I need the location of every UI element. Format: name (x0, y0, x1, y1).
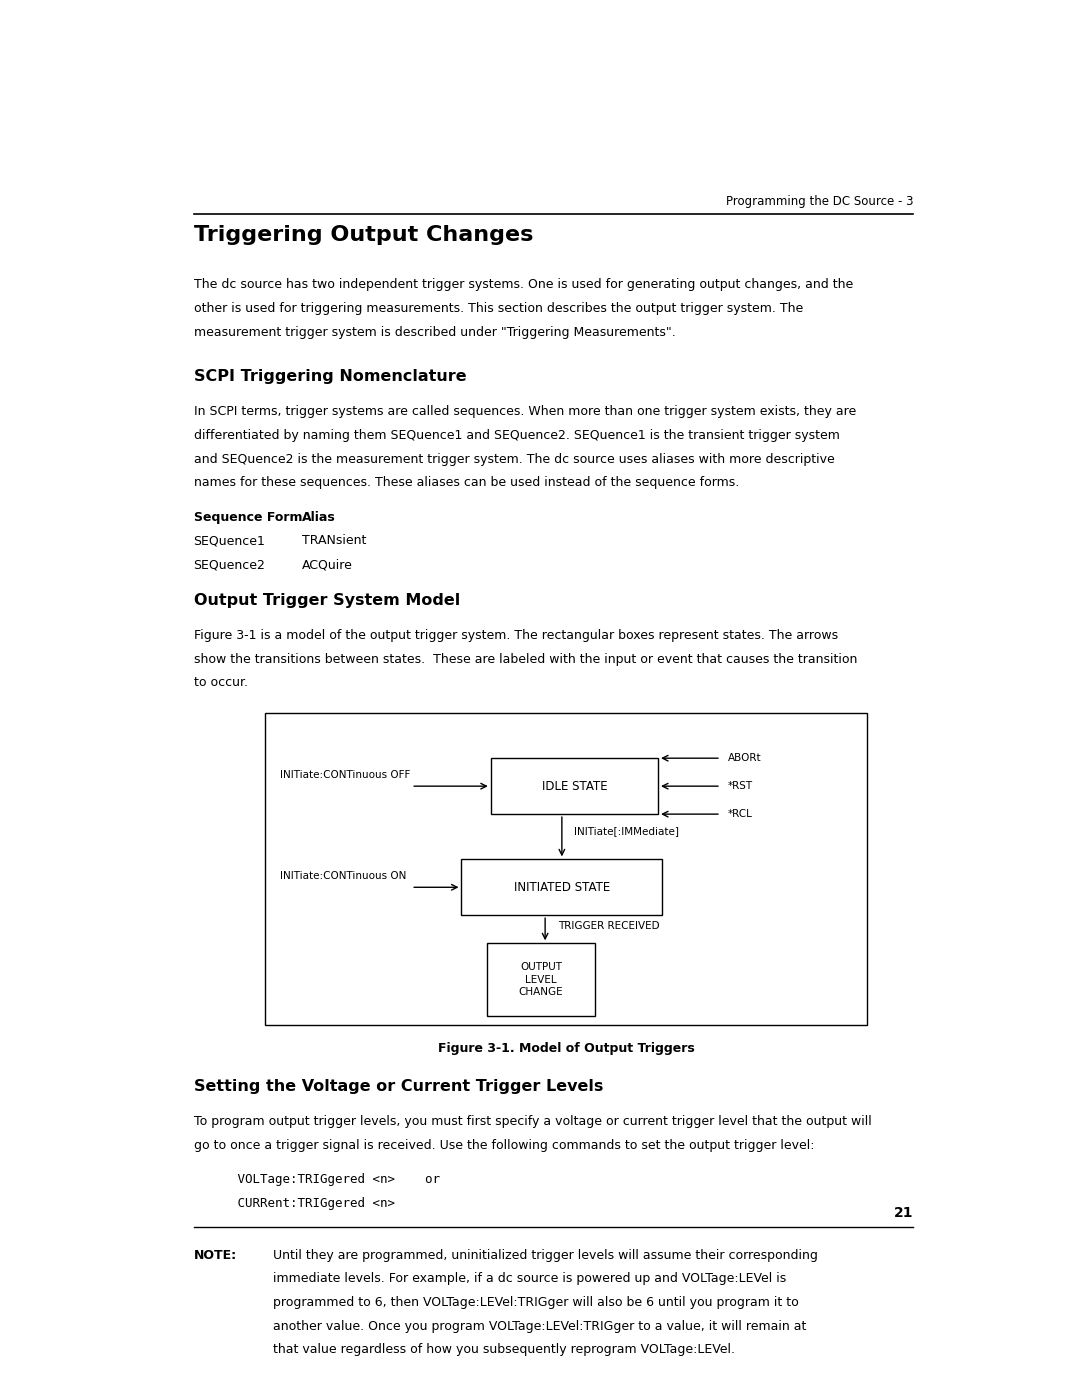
FancyBboxPatch shape (461, 859, 662, 915)
Text: Output Trigger System Model: Output Trigger System Model (193, 592, 460, 608)
Text: *RCL: *RCL (728, 809, 753, 819)
Text: go to once a trigger signal is received. Use the following commands to set the o: go to once a trigger signal is received.… (193, 1139, 814, 1153)
FancyBboxPatch shape (490, 759, 658, 814)
Text: INITiate:CONTinuous ON: INITiate:CONTinuous ON (280, 870, 406, 882)
Text: To program output trigger levels, you must first specify a voltage or current tr: To program output trigger levels, you mu… (193, 1115, 872, 1129)
Text: ABORt: ABORt (728, 753, 761, 763)
Text: SCPI Triggering Nomenclature: SCPI Triggering Nomenclature (193, 369, 467, 384)
Text: measurement trigger system is described under "Triggering Measurements".: measurement trigger system is described … (193, 326, 675, 338)
Text: OUTPUT
LEVEL
CHANGE: OUTPUT LEVEL CHANGE (518, 963, 564, 997)
Text: The dc source has two independent trigger systems. One is used for generating ou: The dc source has two independent trigge… (193, 278, 853, 292)
Text: differentiated by naming them SEQuence1 and SEQuence2. SEQuence1 is the transien: differentiated by naming them SEQuence1 … (193, 429, 839, 441)
Text: TRANsient: TRANsient (302, 535, 367, 548)
Text: INITiate:CONTinuous OFF: INITiate:CONTinuous OFF (280, 770, 410, 780)
Text: Figure 3-1 is a model of the output trigger system. The rectangular boxes repres: Figure 3-1 is a model of the output trig… (193, 629, 838, 643)
Text: Setting the Voltage or Current Trigger Levels: Setting the Voltage or Current Trigger L… (193, 1078, 603, 1094)
Text: Triggering Output Changes: Triggering Output Changes (193, 225, 532, 244)
Text: Until they are programmed, uninitialized trigger levels will assume their corres: Until they are programmed, uninitialized… (273, 1249, 818, 1261)
FancyBboxPatch shape (265, 712, 867, 1025)
Text: Figure 3-1. Model of Output Triggers: Figure 3-1. Model of Output Triggers (437, 1042, 694, 1055)
Text: CURRent:TRIGgered <n>: CURRent:TRIGgered <n> (215, 1197, 394, 1210)
Text: ACQuire: ACQuire (302, 559, 353, 571)
Text: to occur.: to occur. (193, 676, 247, 690)
Text: that value regardless of how you subsequently reprogram VOLTage:LEVel.: that value regardless of how you subsequ… (273, 1344, 735, 1356)
Text: SEQuence1: SEQuence1 (193, 535, 266, 548)
Text: VOLTage:TRIGgered <n>    or: VOLTage:TRIGgered <n> or (215, 1173, 440, 1186)
Text: other is used for triggering measurements. This section describes the output tri: other is used for triggering measurement… (193, 302, 802, 316)
Text: show the transitions between states.  These are labeled with the input or event : show the transitions between states. The… (193, 652, 856, 666)
Text: TRIGGER RECEIVED: TRIGGER RECEIVED (557, 921, 659, 930)
Text: NOTE:: NOTE: (193, 1249, 237, 1261)
Text: INITIATED STATE: INITIATED STATE (514, 880, 610, 894)
Text: SEQuence2: SEQuence2 (193, 559, 266, 571)
Text: INITiate[:IMMediate]: INITiate[:IMMediate] (575, 827, 679, 837)
Text: Programming the DC Source - 3: Programming the DC Source - 3 (726, 194, 914, 208)
Text: Sequence Form: Sequence Form (193, 511, 302, 524)
Text: and SEQuence2 is the measurement trigger system. The dc source uses aliases with: and SEQuence2 is the measurement trigger… (193, 453, 835, 465)
Text: immediate levels. For example, if a dc source is powered up and VOLTage:LEVel is: immediate levels. For example, if a dc s… (273, 1273, 786, 1285)
Text: IDLE STATE: IDLE STATE (541, 780, 607, 792)
Text: 21: 21 (894, 1206, 914, 1220)
Text: programmed to 6, then VOLTage:LEVel:TRIGger will also be 6 until you program it : programmed to 6, then VOLTage:LEVel:TRIG… (273, 1296, 799, 1309)
Text: another value. Once you program VOLTage:LEVel:TRIGger to a value, it will remain: another value. Once you program VOLTage:… (273, 1320, 807, 1333)
Text: Alias: Alias (302, 511, 336, 524)
Text: *RST: *RST (728, 781, 753, 791)
Text: names for these sequences. These aliases can be used instead of the sequence for: names for these sequences. These aliases… (193, 476, 739, 489)
FancyBboxPatch shape (486, 943, 595, 1017)
Text: In SCPI terms, trigger systems are called sequences. When more than one trigger : In SCPI terms, trigger systems are calle… (193, 405, 855, 418)
